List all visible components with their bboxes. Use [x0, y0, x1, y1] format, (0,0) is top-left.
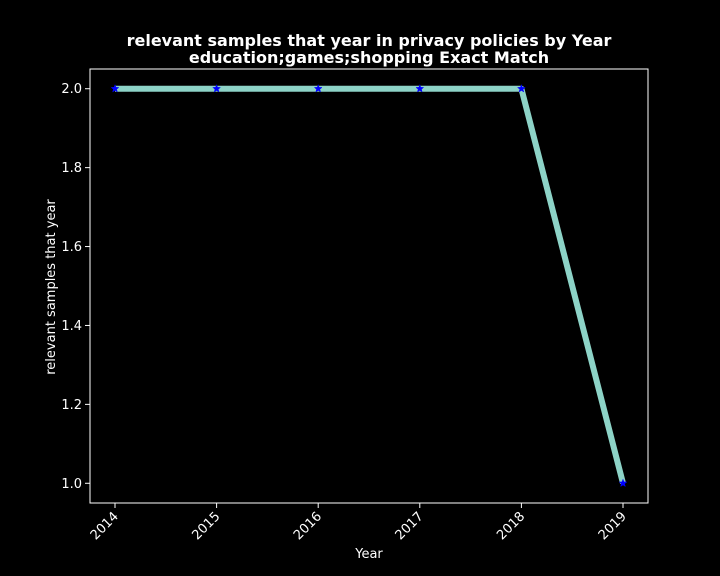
data-point-marker: [516, 84, 526, 93]
y-tick-label: 1.0: [61, 477, 82, 492]
plot-area-frame: [89, 68, 649, 504]
y-axis: 1.0 1.2 1.4 1.6 1.8 2.0: [61, 82, 90, 492]
x-tick-label: 2016: [291, 509, 325, 543]
data-point-marker: [415, 84, 425, 93]
x-tick-label: 2018: [494, 509, 528, 543]
y-tick-label: 1.6: [61, 240, 82, 255]
series-line: [115, 85, 626, 485]
markers-group: [110, 84, 628, 488]
x-tick-label: 2014: [88, 509, 122, 543]
x-tick-label: 2015: [189, 509, 223, 543]
x-axis-label: Year: [354, 547, 383, 562]
chart-title-line1: relevant samples that year in privacy po…: [127, 31, 612, 50]
y-tick-label: 1.4: [61, 319, 82, 334]
data-point-marker: [110, 84, 120, 93]
data-point-marker: [313, 84, 323, 93]
y-tick-label: 1.8: [61, 161, 82, 176]
x-tick-label: 2017: [393, 509, 427, 543]
x-axis: 2014 2015 2016 2017 2018 2019: [88, 503, 630, 543]
chart-title-line2: education;games;shopping Exact Match: [189, 48, 549, 67]
x-tick-label: 2019: [596, 509, 630, 543]
data-point-marker: [212, 84, 222, 93]
series-group: [115, 85, 626, 485]
data-point-marker: [618, 478, 628, 488]
y-axis-label: relevant samples that year: [44, 199, 59, 375]
y-tick-label: 1.2: [61, 398, 82, 413]
y-tick-label: 2.0: [61, 82, 82, 97]
